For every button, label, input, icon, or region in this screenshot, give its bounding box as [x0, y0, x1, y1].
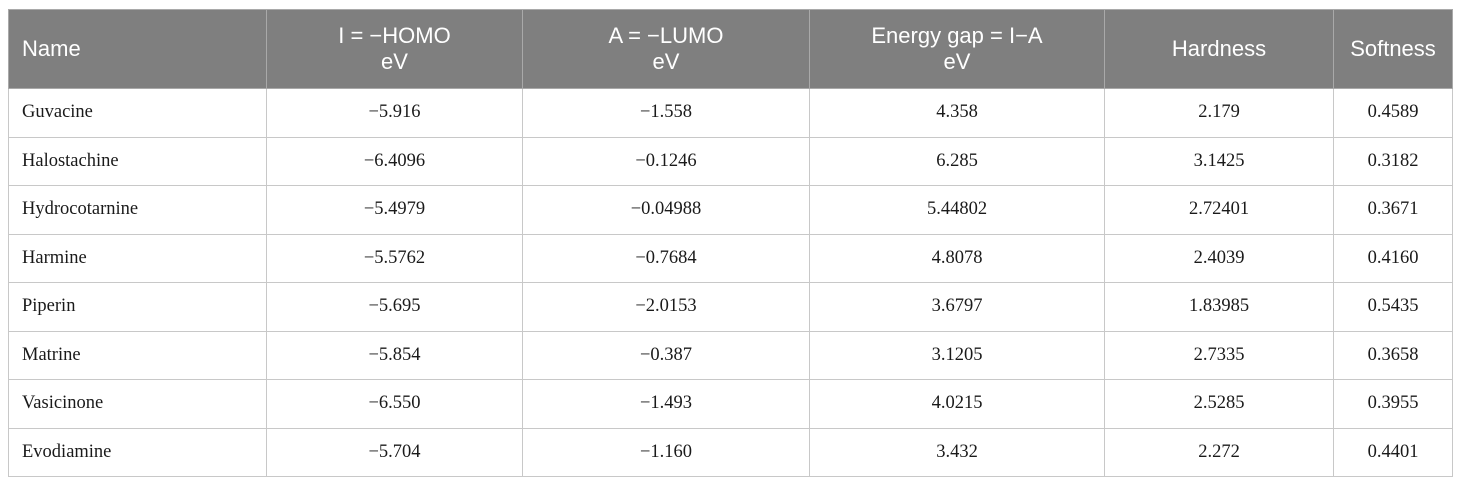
table-row: Guvacine −5.916 −1.558 4.358 2.179 0.4589: [8, 88, 1453, 138]
header-softness: Softness: [1333, 9, 1453, 89]
table-header: Name I = −HOMO eV A = −LUMO eV Energy ga…: [8, 9, 1453, 89]
cell-lumo: −0.1246: [522, 136, 810, 186]
cell-softness: 0.3182: [1333, 136, 1453, 186]
cell-hardness: 2.179: [1104, 88, 1334, 138]
header-energy-gap: Energy gap = I−A eV: [809, 9, 1105, 89]
cell-energy-gap: 6.285: [809, 136, 1105, 186]
table-row: Evodiamine −5.704 −1.160 3.432 2.272 0.4401: [8, 427, 1453, 477]
cell-softness: 0.5435: [1333, 282, 1453, 332]
cell-homo: −5.704: [266, 427, 523, 477]
cell-homo: −5.4979: [266, 185, 523, 235]
cell-energy-gap: 5.44802: [809, 185, 1105, 235]
cell-name: Matrine: [8, 330, 267, 380]
table-row: Halostachine −6.4096 −0.1246 6.285 3.1425 0.3…: [8, 136, 1453, 186]
cell-name: Halostachine: [8, 136, 267, 186]
table-row: Hydrocotarnine −5.4979 −0.04988 5.44802 2.72…: [8, 185, 1453, 235]
cell-lumo: −1.493: [522, 379, 810, 429]
cell-name: Vasicinone: [8, 379, 267, 429]
cell-name: Hydrocotarnine: [8, 185, 267, 235]
cell-softness: 0.3671: [1333, 185, 1453, 235]
cell-hardness: 2.72401: [1104, 185, 1334, 235]
cell-homo: −5.854: [266, 330, 523, 380]
cell-energy-gap: 3.432: [809, 427, 1105, 477]
cell-lumo: −1.160: [522, 427, 810, 477]
header-lumo: A = −LUMO eV: [522, 9, 810, 89]
cell-lumo: −2.0153: [522, 282, 810, 332]
table-row: Piperin −5.695 −2.0153 3.6797 1.83985 0.5435: [8, 282, 1453, 332]
cell-homo: −6.550: [266, 379, 523, 429]
header-row: Name I = −HOMO eV A = −LUMO eV Energy ga…: [8, 9, 1453, 89]
cell-energy-gap: 3.1205: [809, 330, 1105, 380]
header-name: Name: [8, 9, 267, 89]
table-row: Harmine −5.5762 −0.7684 4.8078 2.4039 0.4160: [8, 233, 1453, 283]
cell-softness: 0.4401: [1333, 427, 1453, 477]
cell-softness: 0.3955: [1333, 379, 1453, 429]
table-row: Matrine −5.854 −0.387 3.1205 2.7335 0.3658: [8, 330, 1453, 380]
cell-homo: −5.695: [266, 282, 523, 332]
cell-hardness: 1.83985: [1104, 282, 1334, 332]
cell-energy-gap: 4.0215: [809, 379, 1105, 429]
cell-energy-gap: 4.8078: [809, 233, 1105, 283]
cell-hardness: 2.272: [1104, 427, 1334, 477]
cell-energy-gap: 4.358: [809, 88, 1105, 138]
cell-hardness: 2.4039: [1104, 233, 1334, 283]
cell-homo: −5.916: [266, 88, 523, 138]
cell-softness: 0.4160: [1333, 233, 1453, 283]
table-body: Guvacine −5.916 −1.558 4.358 2.179 0.4589 Halo…: [8, 88, 1453, 477]
cell-name: Harmine: [8, 233, 267, 283]
cell-hardness: 3.1425: [1104, 136, 1334, 186]
cell-hardness: 2.5285: [1104, 379, 1334, 429]
data-table: Name I = −HOMO eV A = −LUMO eV Energy ga…: [8, 9, 1453, 477]
cell-name: Piperin: [8, 282, 267, 332]
cell-energy-gap: 3.6797: [809, 282, 1105, 332]
cell-softness: 0.4589: [1333, 88, 1453, 138]
header-hardness: Hardness: [1104, 9, 1334, 89]
cell-lumo: −0.04988: [522, 185, 810, 235]
cell-homo: −5.5762: [266, 233, 523, 283]
cell-lumo: −0.387: [522, 330, 810, 380]
table-row: Vasicinone −6.550 −1.493 4.0215 2.5285 0.3955: [8, 379, 1453, 429]
header-homo: I = −HOMO eV: [266, 9, 523, 89]
cell-hardness: 2.7335: [1104, 330, 1334, 380]
cell-name: Evodiamine: [8, 427, 267, 477]
cell-softness: 0.3658: [1333, 330, 1453, 380]
cell-lumo: −1.558: [522, 88, 810, 138]
cell-homo: −6.4096: [266, 136, 523, 186]
cell-lumo: −0.7684: [522, 233, 810, 283]
cell-name: Guvacine: [8, 88, 267, 138]
